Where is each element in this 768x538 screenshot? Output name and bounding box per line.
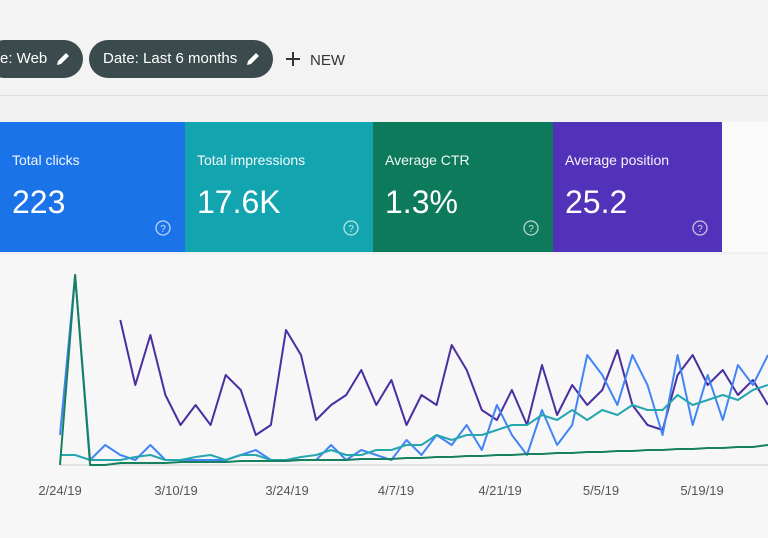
filter-chip[interactable]: e: Web [0, 40, 84, 78]
metric-title: Average CTR [385, 152, 470, 168]
metric-card[interactable]: Total impressions 17.6K? [185, 122, 373, 252]
chip-label: e: Web [0, 50, 48, 67]
metric-title: Total clicks [12, 152, 80, 168]
x-tick-label: 4/7/19 [378, 483, 414, 498]
x-tick-label: 4/21/19 [478, 483, 521, 498]
svg-text:?: ? [697, 224, 703, 235]
series-line [60, 384, 768, 461]
svg-text:?: ? [348, 224, 354, 235]
x-tick-label: 5/19/19 [680, 483, 723, 498]
card-spacer [722, 122, 768, 252]
new-button[interactable]: NEW [284, 52, 345, 69]
help-icon: ? [692, 220, 708, 236]
performance-chart: 2/24/19 3/10/19 3/24/19 4/7/19 4/21/19 5/5/19… [0, 255, 768, 538]
filter-bar: e: Web Date: Last 6 months NEW [0, 0, 768, 96]
edit-icon [247, 53, 260, 65]
x-tick-label: 3/10/19 [154, 483, 197, 498]
metric-value: 223 [12, 184, 66, 220]
filter-chip[interactable]: Date: Last 6 months [89, 40, 274, 78]
metric-value: 17.6K [197, 184, 281, 220]
svg-text:?: ? [528, 224, 534, 235]
svg-text:?: ? [160, 224, 166, 235]
x-tick-label: 3/24/19 [265, 483, 308, 498]
chip-label: Date: Last 6 months [103, 50, 238, 67]
help-icon: ? [155, 220, 171, 236]
x-tick-label: 2/24/19 [38, 483, 81, 498]
metric-title: Total impressions [197, 152, 306, 168]
metric-card[interactable]: Total clicks 223? [0, 122, 185, 252]
metric-title: Average position [565, 152, 670, 168]
chart-background [0, 255, 768, 538]
plus-icon [286, 52, 300, 66]
series-line [59, 274, 768, 466]
metric-value: 25.2 [565, 184, 628, 220]
metric-value: 1.3% [385, 184, 458, 220]
new-label: NEW [310, 52, 345, 69]
x-tick-label: 5/5/19 [583, 483, 619, 498]
edit-icon [57, 53, 70, 65]
metric-card[interactable]: Average position 25.2? [553, 122, 722, 252]
help-icon: ? [523, 220, 539, 236]
metric-card[interactable]: Average CTR 1.3%? [373, 122, 553, 252]
help-icon: ? [343, 220, 359, 236]
